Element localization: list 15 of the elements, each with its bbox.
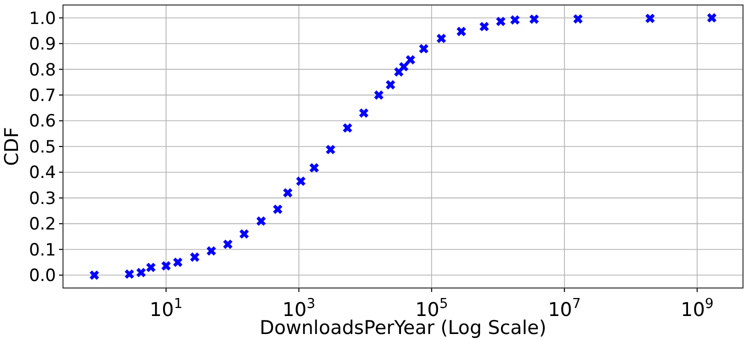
- y-tick-label: 0.4: [28, 163, 56, 184]
- y-tick-label: 0.8: [28, 60, 56, 80]
- x-tick-label: 10$^{1}$: [150, 296, 183, 321]
- y-tick-label: 0.7: [28, 86, 56, 106]
- y-tick-label: 0.3: [28, 188, 56, 209]
- y-tick-label: 0.9: [28, 34, 56, 55]
- y-tick-label: 1.0: [28, 8, 56, 29]
- y-tick-label: 0.1: [28, 240, 56, 260]
- y-tick-label: 0.5: [28, 137, 56, 158]
- y-axis-title: CDF: [1, 127, 23, 166]
- x-tick-label: 10$^{9}$: [680, 296, 714, 321]
- x-tick-label: 10$^{7}$: [548, 296, 581, 321]
- y-tick-label: 0.0: [28, 266, 56, 286]
- y-tick-label: 0.6: [28, 112, 56, 132]
- y-tick-label: 0.2: [28, 214, 56, 235]
